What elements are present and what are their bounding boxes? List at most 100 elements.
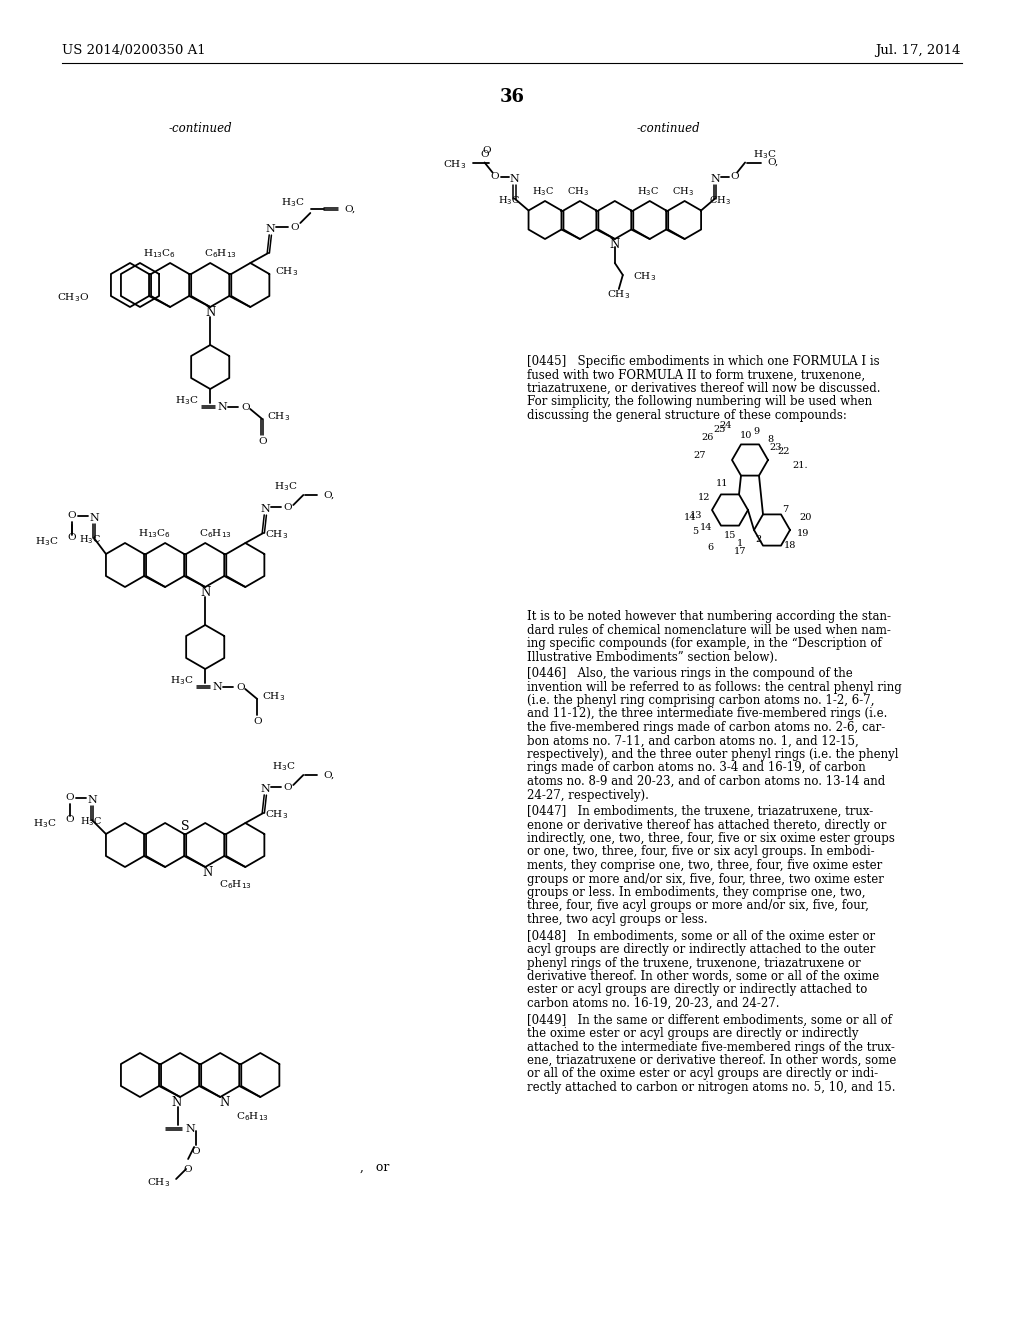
Text: 15: 15 [724, 532, 736, 540]
Text: O: O [236, 682, 245, 692]
Text: O: O [258, 437, 266, 446]
Text: rings made of carbon atoms no. 3-4 and 16-19, of carbon: rings made of carbon atoms no. 3-4 and 1… [527, 762, 865, 775]
Text: CH$_3$: CH$_3$ [265, 528, 289, 541]
Text: 19: 19 [797, 529, 809, 539]
Text: N: N [202, 866, 212, 879]
Text: invention will be referred to as follows: the central phenyl ring: invention will be referred to as follows… [527, 681, 902, 693]
Text: N: N [260, 504, 270, 513]
Text: and 11-12), the three intermediate five-membered rings (i.e.: and 11-12), the three intermediate five-… [527, 708, 888, 721]
Text: 12: 12 [697, 494, 711, 503]
Text: CH$_3$: CH$_3$ [633, 271, 656, 284]
Text: ,   or: , or [360, 1160, 389, 1173]
Text: CH$_3$: CH$_3$ [267, 411, 291, 424]
Text: discussing the general structure of these compounds:: discussing the general structure of thes… [527, 409, 847, 422]
Text: N: N [205, 306, 215, 319]
Text: enone or derivative thereof has attached thereto, directly or: enone or derivative thereof has attached… [527, 818, 887, 832]
Text: 26: 26 [701, 433, 714, 442]
Text: H$_{13}$C$_6$: H$_{13}$C$_6$ [143, 248, 176, 260]
Text: 1: 1 [737, 540, 743, 549]
Text: O: O [253, 717, 261, 726]
Text: N: N [200, 586, 210, 599]
Text: three, two acyl groups or less.: three, two acyl groups or less. [527, 913, 708, 927]
Text: Illustrative Embodiments” section below).: Illustrative Embodiments” section below)… [527, 651, 778, 664]
Text: 5: 5 [692, 528, 698, 536]
Text: H$_3$C: H$_3$C [80, 816, 102, 829]
Text: ing specific compounds (for example, in the “Description of: ing specific compounds (for example, in … [527, 638, 882, 649]
Text: CH$_3$: CH$_3$ [672, 185, 694, 198]
Text: N: N [711, 173, 720, 183]
Text: CH$_3$: CH$_3$ [262, 690, 286, 704]
Text: H$_3$C: H$_3$C [79, 533, 101, 546]
Text: CH$_3$: CH$_3$ [567, 185, 589, 198]
Text: C$_6$H$_{13}$: C$_6$H$_{13}$ [204, 248, 237, 260]
Text: acyl groups are directly or indirectly attached to the outer: acyl groups are directly or indirectly a… [527, 942, 876, 956]
Text: ester or acyl groups are directly or indirectly attached to: ester or acyl groups are directly or ind… [527, 983, 867, 997]
Text: (i.e. the phenyl ring comprising carbon atoms no. 1-2, 6-7,: (i.e. the phenyl ring comprising carbon … [527, 694, 874, 708]
Text: N: N [217, 403, 227, 412]
Text: S: S [181, 820, 189, 833]
Text: N: N [89, 513, 99, 523]
Text: 18: 18 [783, 541, 797, 550]
Text: H$_3$C: H$_3$C [637, 185, 659, 198]
Text: N: N [609, 238, 620, 251]
Text: H$_3$C: H$_3$C [170, 675, 194, 688]
Text: N: N [171, 1097, 181, 1110]
Text: ene, triazatruxene or derivative thereof. In other words, some: ene, triazatruxene or derivative thereof… [527, 1053, 896, 1067]
Text: bon atoms no. 7-11, and carbon atoms no. 1, and 12-15,: bon atoms no. 7-11, and carbon atoms no.… [527, 734, 859, 747]
Text: O: O [68, 533, 76, 543]
Text: CH$_3$: CH$_3$ [265, 809, 289, 821]
Text: 24: 24 [720, 421, 732, 429]
Text: O: O [731, 172, 739, 181]
Text: 27: 27 [693, 450, 707, 459]
Text: [0447]   In embodiments, the truxene, triazatruxene, trux-: [0447] In embodiments, the truxene, tria… [527, 805, 873, 818]
Text: O: O [490, 172, 499, 181]
Text: CH$_3$: CH$_3$ [443, 158, 467, 170]
Text: N: N [185, 1125, 195, 1134]
Text: 2: 2 [755, 536, 761, 544]
Text: derivative thereof. In other words, some or all of the oxime: derivative thereof. In other words, some… [527, 970, 880, 983]
Text: 6: 6 [707, 544, 713, 553]
Text: H$_3$C: H$_3$C [33, 817, 56, 830]
Text: O: O [290, 223, 299, 231]
Text: N: N [265, 224, 275, 234]
Text: 17: 17 [734, 548, 746, 557]
Text: the oxime ester or acyl groups are directly or indirectly: the oxime ester or acyl groups are direc… [527, 1027, 858, 1040]
Text: rectly attached to carbon or nitrogen atoms no. 5, 10, and 15.: rectly attached to carbon or nitrogen at… [527, 1081, 896, 1094]
Text: or all of the oxime ester or acyl groups are directly or indi-: or all of the oxime ester or acyl groups… [527, 1068, 879, 1081]
Text: carbon atoms no. 16-19, 20-23, and 24-27.: carbon atoms no. 16-19, 20-23, and 24-27… [527, 997, 779, 1010]
Text: N: N [212, 682, 222, 692]
Text: Jul. 17, 2014: Jul. 17, 2014 [874, 44, 961, 57]
Text: N: N [219, 1097, 229, 1110]
Text: 11: 11 [716, 479, 728, 488]
Text: [0448]   In embodiments, some or all of the oxime ester or: [0448] In embodiments, some or all of th… [527, 929, 876, 942]
Text: or one, two, three, four, five or six acyl groups. In embodi-: or one, two, three, four, five or six ac… [527, 846, 874, 858]
Text: O,: O, [324, 771, 335, 780]
Text: 23: 23 [770, 444, 782, 453]
Text: -continued: -continued [168, 121, 231, 135]
Text: O: O [183, 1164, 193, 1173]
Text: 13: 13 [690, 511, 702, 520]
Text: US 2014/0200350 A1: US 2014/0200350 A1 [62, 44, 206, 57]
Text: respectively), and the three outer phenyl rings (i.e. the phenyl: respectively), and the three outer pheny… [527, 748, 898, 762]
Text: ments, they comprise one, two, three, four, five oxime ester: ments, they comprise one, two, three, fo… [527, 859, 883, 873]
Text: CH$_3$: CH$_3$ [147, 1176, 170, 1189]
Text: O: O [191, 1147, 201, 1155]
Text: C$_6$H$_{13}$: C$_6$H$_{13}$ [219, 879, 252, 891]
Text: C$_6$H$_{13}$: C$_6$H$_{13}$ [237, 1110, 269, 1123]
Text: attached to the intermediate five-membered rings of the trux-: attached to the intermediate five-member… [527, 1040, 895, 1053]
Text: H$_3$C: H$_3$C [532, 185, 554, 198]
Text: groups or less. In embodiments, they comprise one, two,: groups or less. In embodiments, they com… [527, 886, 865, 899]
Text: O: O [283, 783, 292, 792]
Text: It is to be noted however that numbering according the stan-: It is to be noted however that numbering… [527, 610, 891, 623]
Text: 24-27, respectively).: 24-27, respectively). [527, 788, 649, 801]
Text: triazatruxene, or derivatives thereof will now be discussed.: triazatruxene, or derivatives thereof wi… [527, 381, 881, 395]
Text: H$_3$C: H$_3$C [499, 194, 520, 207]
Text: indirectly, one, two, three, four, five or six oxime ester groups: indirectly, one, two, three, four, five … [527, 832, 895, 845]
Text: O,: O, [767, 158, 778, 168]
Text: CH$_3$: CH$_3$ [709, 194, 731, 207]
Text: fused with two FORMULA II to form truxene, truxenone,: fused with two FORMULA II to form truxen… [527, 368, 865, 381]
Text: H$_3$C: H$_3$C [273, 480, 297, 494]
Text: N: N [87, 795, 97, 805]
Text: N: N [260, 784, 270, 795]
Text: O,: O, [344, 205, 355, 214]
